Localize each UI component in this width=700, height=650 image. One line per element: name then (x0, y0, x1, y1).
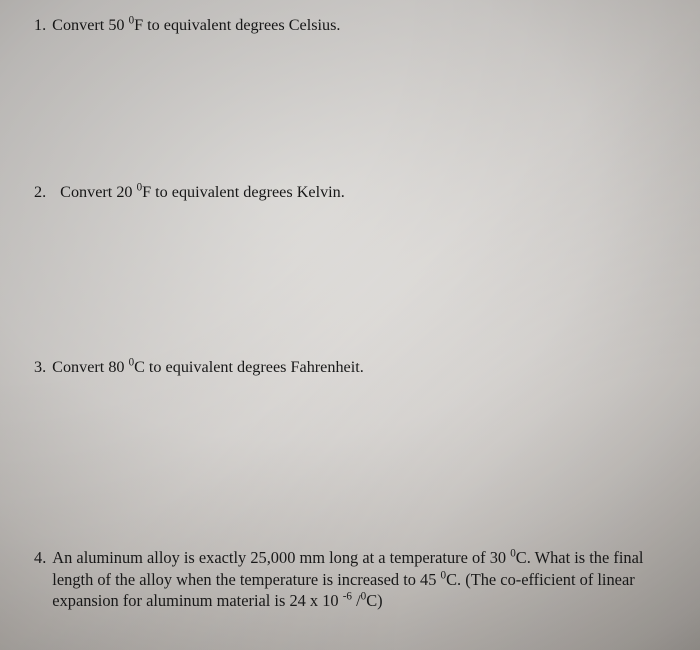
question-text: Convert 80 0C to equivalent degrees Fahr… (52, 358, 672, 377)
question-number: 1. (34, 16, 46, 35)
question-number: 4. (34, 547, 46, 569)
question-number: 2. (34, 183, 46, 202)
question-3: 3. Convert 80 0C to equivalent degrees F… (34, 358, 672, 377)
question-text: An aluminum alloy is exactly 25,000 mm l… (52, 547, 672, 612)
question-number: 3. (34, 358, 46, 377)
question-text: Convert 50 0F to equivalent degrees Cels… (52, 16, 672, 35)
question-1: 1. Convert 50 0F to equivalent degrees C… (34, 16, 672, 35)
worksheet-page: 1. Convert 50 0F to equivalent degrees C… (0, 0, 700, 650)
question-2: 2. Convert 20 0F to equivalent degrees K… (34, 183, 672, 202)
question-text: Convert 20 0F to equivalent degrees Kelv… (60, 183, 672, 202)
question-4: 4. An aluminum alloy is exactly 25,000 m… (34, 547, 672, 612)
